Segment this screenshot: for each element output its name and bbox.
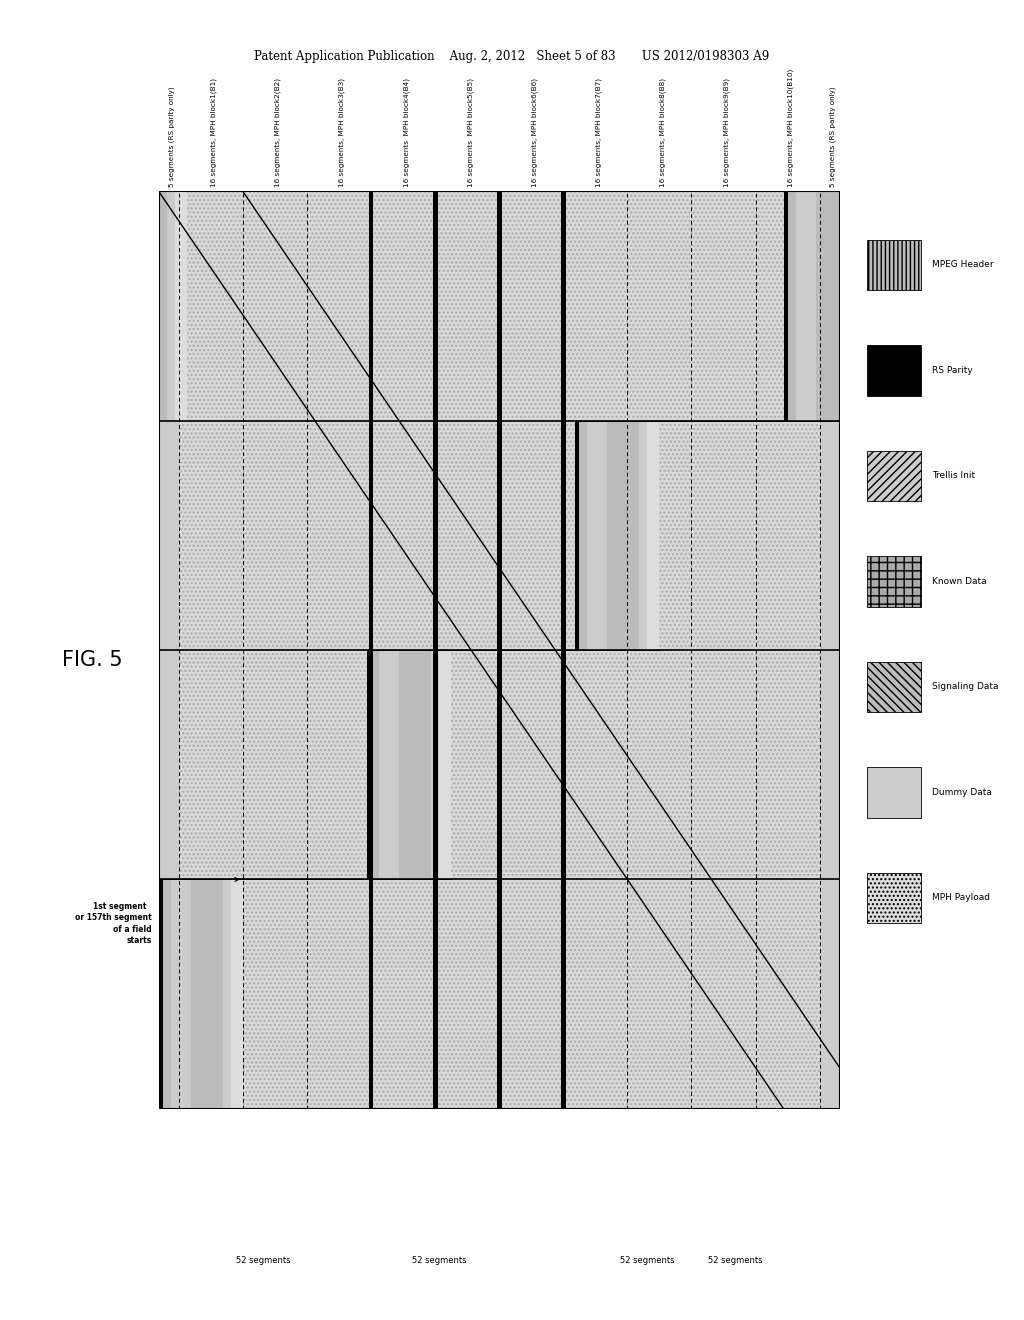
Bar bbox=[867, 873, 922, 923]
Bar bbox=[171, 879, 190, 1109]
Bar bbox=[796, 191, 816, 421]
Bar bbox=[159, 191, 179, 421]
Bar bbox=[867, 450, 922, 502]
Bar bbox=[159, 651, 840, 879]
Text: 16 segments, MPH block7(B7): 16 segments, MPH block7(B7) bbox=[595, 78, 602, 187]
Text: Patent Application Publication    Aug. 2, 2012   Sheet 5 of 83       US 2012/019: Patent Application Publication Aug. 2, 2… bbox=[254, 50, 770, 63]
Text: 16 segments  MPH block5(B5): 16 segments MPH block5(B5) bbox=[467, 78, 474, 187]
Text: 16 segments  MPH block4(B4): 16 segments MPH block4(B4) bbox=[403, 78, 410, 187]
Bar bbox=[867, 556, 922, 606]
Bar bbox=[783, 191, 787, 421]
Bar bbox=[867, 661, 922, 711]
Bar bbox=[497, 879, 502, 1109]
Text: 16 segments, MPH block6(B6): 16 segments, MPH block6(B6) bbox=[531, 78, 538, 187]
Bar bbox=[190, 879, 223, 1109]
Bar bbox=[159, 879, 163, 1109]
Bar bbox=[607, 421, 639, 651]
Bar bbox=[433, 651, 437, 879]
Bar bbox=[431, 651, 439, 879]
Text: 5 segments (RS parity only): 5 segments (RS parity only) bbox=[829, 86, 837, 187]
Bar bbox=[816, 191, 840, 421]
Bar bbox=[159, 191, 167, 421]
Bar bbox=[371, 651, 379, 879]
Bar bbox=[167, 191, 175, 421]
Text: FIG. 5: FIG. 5 bbox=[61, 649, 123, 671]
Text: 52 segments: 52 segments bbox=[621, 1255, 675, 1265]
Bar bbox=[561, 191, 565, 421]
Bar bbox=[175, 191, 186, 421]
Text: Known Data: Known Data bbox=[932, 577, 986, 586]
Bar bbox=[561, 651, 565, 879]
Bar bbox=[367, 651, 371, 879]
Bar bbox=[159, 421, 179, 651]
Text: RS Parity: RS Parity bbox=[932, 366, 973, 375]
Bar bbox=[159, 651, 179, 879]
Text: Signaling Data: Signaling Data bbox=[932, 682, 998, 692]
Bar bbox=[867, 767, 922, 817]
Text: 16 segments, MPH block9(B9): 16 segments, MPH block9(B9) bbox=[724, 78, 730, 187]
Text: 16 segments, MPH block3(B3): 16 segments, MPH block3(B3) bbox=[339, 78, 345, 187]
Text: MPH Payload: MPH Payload bbox=[932, 894, 989, 903]
Text: 52 segments: 52 segments bbox=[412, 1255, 466, 1265]
Text: 52 segments: 52 segments bbox=[236, 1255, 290, 1265]
Bar bbox=[819, 879, 840, 1109]
Bar bbox=[433, 879, 437, 1109]
Bar bbox=[433, 421, 437, 651]
Text: 16 segments, MPH block10(B10): 16 segments, MPH block10(B10) bbox=[787, 69, 794, 187]
Bar bbox=[867, 239, 922, 290]
Text: 5 segments (RS parity only): 5 segments (RS parity only) bbox=[169, 86, 175, 187]
Bar bbox=[497, 191, 502, 421]
Bar bbox=[433, 191, 437, 421]
Text: 16 segments, MPH block2(B2): 16 segments, MPH block2(B2) bbox=[274, 78, 282, 187]
Bar bbox=[439, 651, 452, 879]
Bar bbox=[561, 421, 565, 651]
Bar bbox=[819, 651, 840, 879]
Bar bbox=[163, 879, 171, 1109]
Bar bbox=[639, 421, 647, 651]
Bar bbox=[369, 191, 374, 421]
Bar bbox=[369, 421, 374, 651]
Bar bbox=[497, 651, 502, 879]
Bar bbox=[369, 879, 374, 1109]
Bar bbox=[223, 879, 230, 1109]
Bar bbox=[580, 421, 588, 651]
Text: Dummy Data: Dummy Data bbox=[932, 788, 991, 797]
Bar bbox=[379, 651, 399, 879]
Text: 1st segment  
or 157th segment
of a field
starts: 1st segment or 157th segment of a field … bbox=[75, 903, 152, 945]
Text: Trellis Init: Trellis Init bbox=[932, 471, 975, 480]
Bar bbox=[647, 421, 659, 651]
Bar bbox=[575, 421, 580, 651]
Bar bbox=[230, 879, 243, 1109]
Bar bbox=[159, 879, 840, 1109]
Bar bbox=[159, 421, 840, 651]
Bar bbox=[399, 651, 431, 879]
Text: 16 segments, MPH block8(B8): 16 segments, MPH block8(B8) bbox=[659, 78, 666, 187]
Bar bbox=[159, 879, 179, 1109]
Text: 52 segments: 52 segments bbox=[709, 1255, 763, 1265]
Bar bbox=[497, 421, 502, 651]
Text: MPEG Header: MPEG Header bbox=[932, 260, 993, 269]
Bar bbox=[588, 421, 607, 651]
Bar bbox=[819, 421, 840, 651]
Bar bbox=[369, 651, 374, 879]
Text: 16 segments, MPH block1(B1): 16 segments, MPH block1(B1) bbox=[211, 78, 217, 187]
Bar bbox=[159, 191, 840, 421]
Bar bbox=[867, 345, 922, 396]
Bar bbox=[819, 191, 840, 421]
Bar bbox=[561, 879, 565, 1109]
Bar bbox=[787, 191, 796, 421]
